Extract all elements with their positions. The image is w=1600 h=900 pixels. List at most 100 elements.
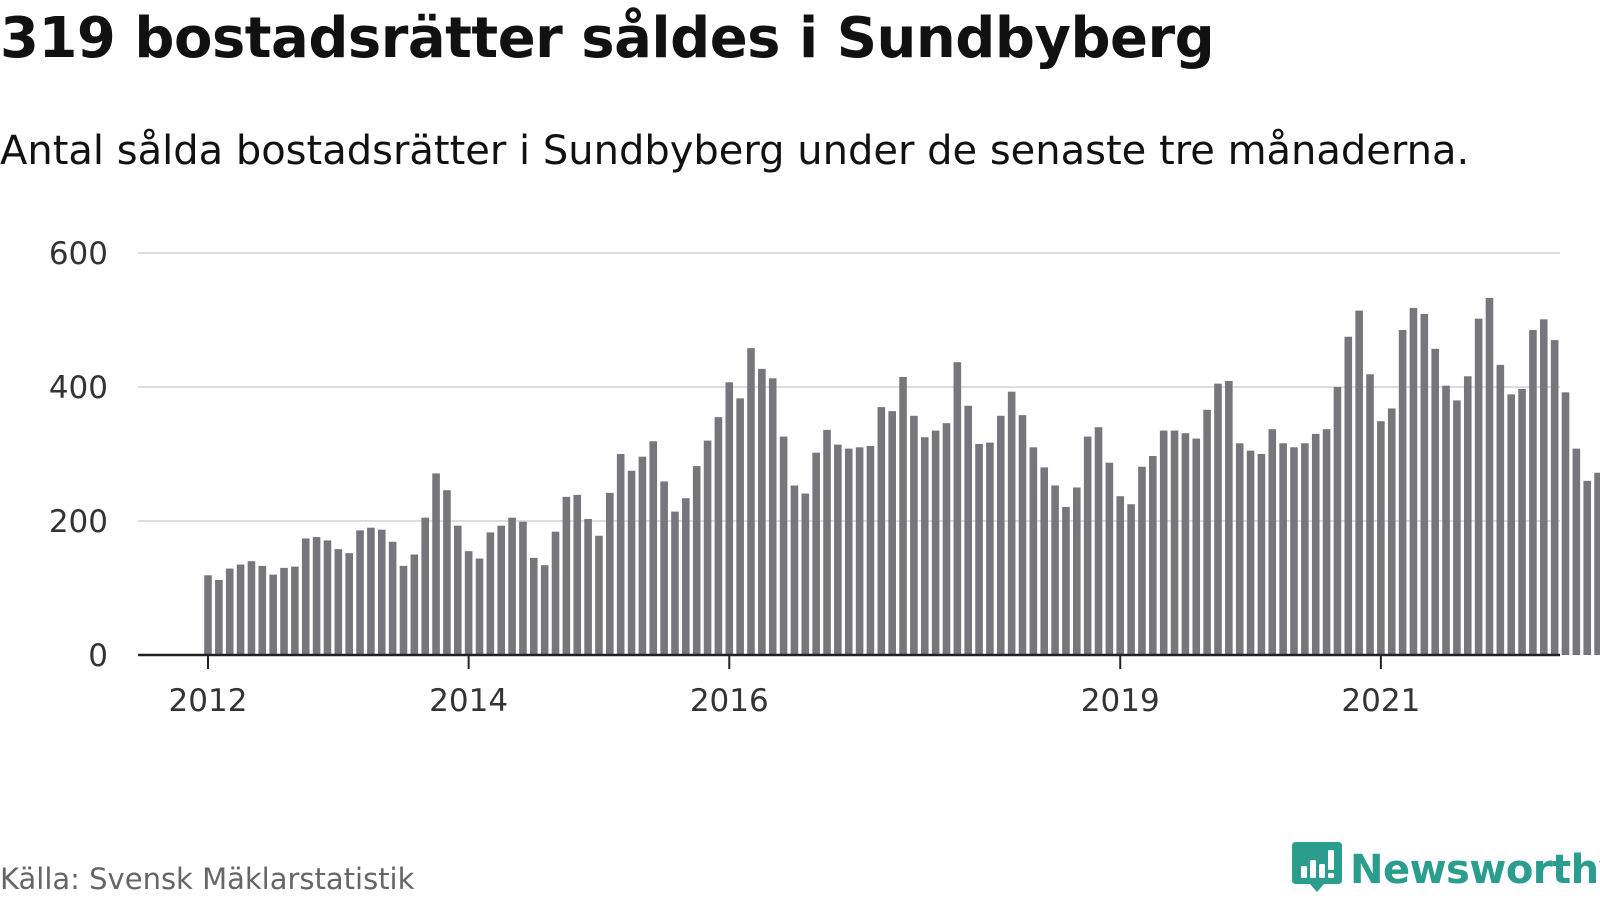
bar (768, 378, 777, 655)
bar (1377, 421, 1385, 655)
bar (812, 452, 820, 655)
newsworthy-logo-icon (1292, 842, 1342, 892)
bar (736, 398, 744, 655)
bar (204, 575, 212, 655)
bar (225, 568, 234, 655)
bar (399, 565, 408, 655)
bar (1453, 400, 1461, 655)
bar (1105, 462, 1114, 655)
bar (986, 442, 994, 655)
bar (269, 574, 277, 655)
bar (497, 525, 506, 655)
bar (953, 362, 962, 655)
bar (312, 537, 321, 655)
bar (291, 566, 299, 655)
bar (215, 579, 223, 655)
bar (1550, 340, 1559, 655)
bar (356, 530, 364, 655)
bar (1149, 456, 1157, 655)
bar (1127, 504, 1135, 655)
bar (844, 448, 853, 655)
x-tick-label: 2012 (169, 683, 248, 719)
bar (1203, 409, 1211, 655)
chart-title: 319 bostadsrätter såldes i Sundbyberg (0, 6, 1215, 71)
bar (1431, 348, 1439, 655)
bar (1159, 430, 1168, 655)
bar (910, 415, 918, 655)
bar (1094, 427, 1103, 655)
bar (1301, 443, 1309, 655)
bar (1235, 443, 1244, 655)
bar (551, 531, 560, 655)
x-tick-label: 2014 (429, 683, 508, 719)
bar (1257, 454, 1266, 655)
bar (280, 567, 288, 655)
bar (573, 494, 582, 655)
bar (931, 430, 940, 655)
bar (996, 415, 1005, 655)
bar (1496, 364, 1505, 655)
bar (758, 368, 766, 655)
bar (779, 436, 788, 655)
bar (1018, 415, 1027, 655)
bar (1007, 391, 1016, 655)
bar (301, 538, 310, 655)
bar (747, 348, 755, 655)
bar (692, 466, 701, 655)
bar (1116, 496, 1125, 655)
bar (671, 511, 679, 655)
y-tick-label: 600 (49, 236, 108, 272)
bar (616, 454, 625, 655)
bar (1181, 433, 1190, 655)
bar (1518, 389, 1526, 655)
bar (682, 498, 690, 655)
bar (606, 492, 614, 655)
bar (1062, 506, 1070, 655)
x-tick-label: 2019 (1081, 683, 1160, 719)
bar (1463, 376, 1472, 655)
bar (334, 549, 343, 655)
bar (823, 429, 831, 655)
bar (888, 411, 896, 655)
bar (247, 561, 256, 655)
y-tick-label: 200 (49, 504, 108, 540)
bar (345, 553, 353, 655)
bar (1246, 450, 1255, 655)
bar (1398, 330, 1407, 655)
bar (1583, 480, 1592, 655)
bar (1529, 330, 1537, 655)
x-axis-ticks: 201220142016201920212023 (169, 655, 1420, 719)
bar (1170, 430, 1179, 655)
bar (899, 376, 907, 655)
bar (834, 444, 842, 655)
bar (801, 493, 810, 655)
bar (1420, 313, 1429, 655)
bar (1073, 487, 1081, 655)
bar (388, 541, 397, 655)
bar (1539, 319, 1548, 655)
bar (258, 565, 267, 655)
bar (1322, 429, 1331, 655)
bar (1192, 438, 1201, 655)
y-axis-ticks: 0 200 400 600 (49, 236, 108, 674)
bar (1561, 392, 1570, 655)
bar (627, 470, 636, 655)
bar (920, 437, 929, 655)
bar (1344, 336, 1353, 655)
bar (1442, 385, 1450, 655)
bar (877, 407, 886, 655)
bar (1290, 447, 1298, 655)
bar (866, 445, 875, 655)
bar (660, 481, 668, 655)
chart-subtitle: Antal sålda bostadsrätter i Sundbyberg u… (0, 128, 1470, 174)
bar (1225, 380, 1233, 655)
bar (703, 440, 712, 655)
bar (1214, 383, 1222, 655)
bar (443, 490, 451, 655)
bar (1138, 466, 1146, 655)
bar (421, 517, 429, 655)
bar (1268, 429, 1277, 655)
bar (790, 485, 799, 655)
bar (1040, 467, 1049, 655)
bar (1594, 472, 1600, 655)
